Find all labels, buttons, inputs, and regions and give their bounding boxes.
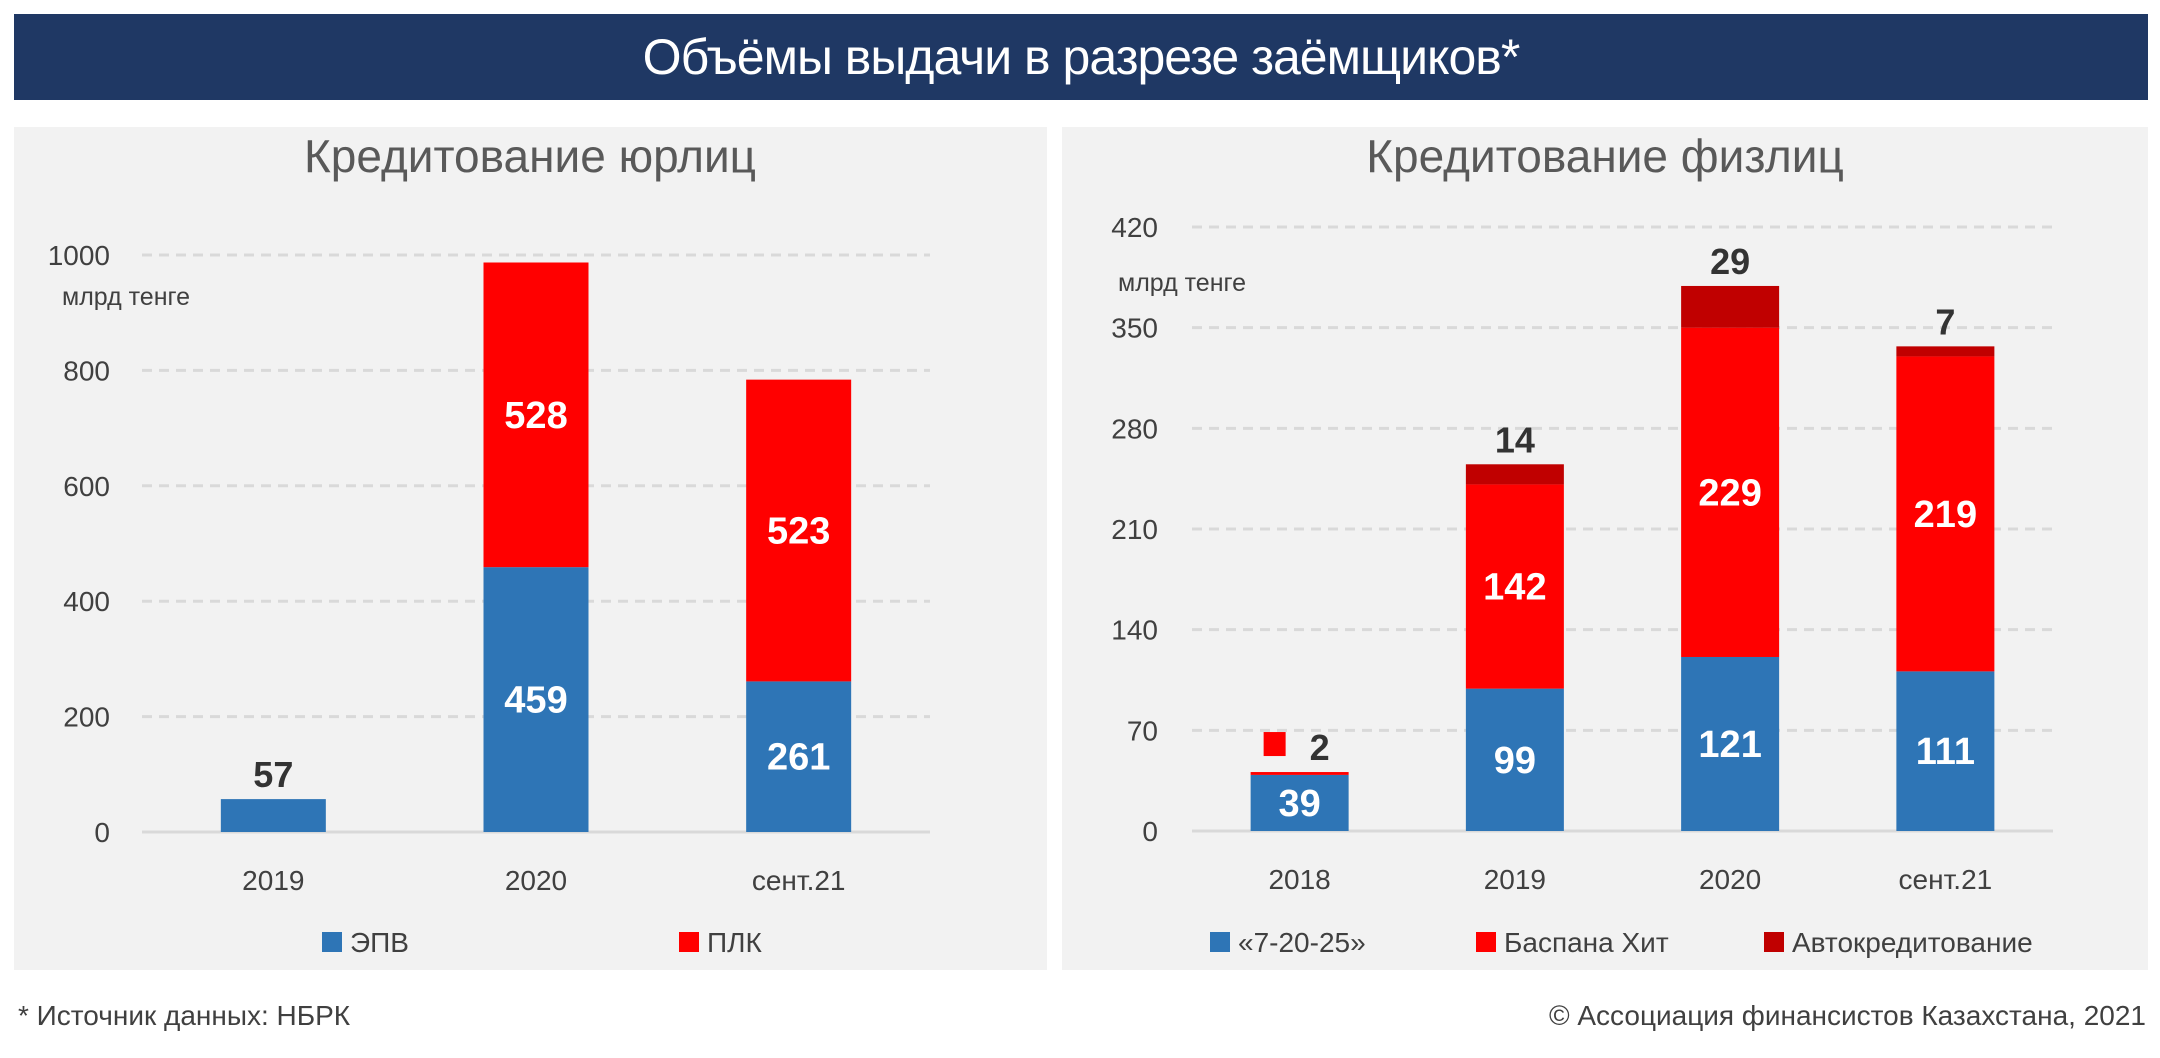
bar-0 [1250,774,1349,831]
chart-legal-entities: Кредитование юрлиц 0 200 400 600 800 1000 млрд … [48,130,930,958]
data-label: 121 [1698,724,1761,766]
data-label-marker [1263,732,1286,757]
x-tick-label: 2018 [1268,864,1330,895]
data-label: 2 [1310,727,1330,768]
y-tick-label: 420 [1111,212,1158,243]
y-tick-label: 0 [94,817,110,848]
chart-title: Кредитование физлиц [1366,130,1844,182]
data-label: 219 [1914,494,1977,536]
bar-1 [1250,772,1349,775]
x-tick-label: 2019 [242,865,304,896]
y-tick-label: 350 [1111,313,1158,344]
bar-1 [1681,327,1780,657]
data-label: 229 [1698,472,1761,514]
x-tick-label: 2020 [1699,864,1761,895]
legend-swatch [322,932,342,952]
x-tick-label: сент.21 [1899,864,1993,895]
y-axis-unit: млрд тенге [62,283,190,311]
data-label: 261 [767,737,830,779]
bar-2 [1465,464,1564,485]
y-tick-label: 0 [1142,816,1158,847]
legend-label: ПЛК [707,927,763,958]
x-tick-label: сент.21 [752,865,846,896]
chart-title: Кредитование юрлиц [304,130,756,182]
data-label: 459 [504,680,567,722]
header-banner: Объёмы выдачи в разрезе заёмщиков* [14,14,2148,100]
y-tick-label: 140 [1111,615,1158,646]
legend-swatch [679,932,699,952]
legend-label: Автокредитование [1792,927,2033,958]
data-label: 29 [1710,241,1750,282]
data-label: 14 [1495,419,1535,460]
data-label: 39 [1278,783,1320,825]
y-tick-label: 800 [63,355,110,386]
y-tick-label: 600 [63,471,110,502]
bar-0 [1681,656,1780,831]
bar-2 [1896,346,1995,357]
data-label: 528 [504,395,567,437]
bar-1 [483,262,589,568]
bar-1 [746,379,852,682]
chart-panel-legal-entities: Кредитование юрлиц 0 200 400 600 800 1000 млрд … [14,127,1047,970]
legend-swatch [1210,932,1230,952]
data-label: 99 [1494,740,1536,782]
legend-label: Баспана Хит [1504,927,1669,958]
data-label: 111 [1916,731,1975,773]
page-title: Объёмы выдачи в разрезе заёмщиков* [642,29,1521,85]
bar-2 [1681,285,1780,328]
y-tick-label: 280 [1111,413,1158,444]
bar-0 [746,681,852,832]
data-label: 7 [1935,301,1955,342]
y-tick-label: 1000 [48,240,110,271]
y-axis-unit: млрд тенге [1118,269,1246,297]
bar-0 [1465,688,1564,831]
y-tick-label: 400 [63,586,110,617]
legend-swatch [1476,932,1496,952]
y-tick-label: 200 [63,702,110,733]
x-tick-label: 2020 [505,865,567,896]
data-label: 523 [767,511,830,553]
bar-1 [1465,484,1564,689]
x-tick-label: 2019 [1484,864,1546,895]
data-label: 142 [1483,567,1546,609]
chart-panel-individuals: Кредитование физлиц 0 70 140 210 280 350 420 млр… [1062,127,2148,970]
y-tick-label: 70 [1127,715,1158,746]
y-tick-label: 210 [1111,514,1158,545]
chart-individuals: Кредитование физлиц 0 70 140 210 280 350 420 млр… [1111,130,2053,958]
bar-1 [1896,356,1995,672]
bar-0 [220,799,326,832]
legend-swatch [1764,932,1784,952]
legend-label: «7-20-25» [1238,927,1366,958]
legend-label: ЭПВ [350,927,409,958]
bar-0 [1896,671,1995,831]
bar-0 [483,567,589,832]
data-label: 57 [253,754,293,795]
source-note: * Источник данных: НБРК [18,1000,351,1031]
copyright: © Ассоциация финансистов Казахстана, 202… [1548,1000,2146,1031]
